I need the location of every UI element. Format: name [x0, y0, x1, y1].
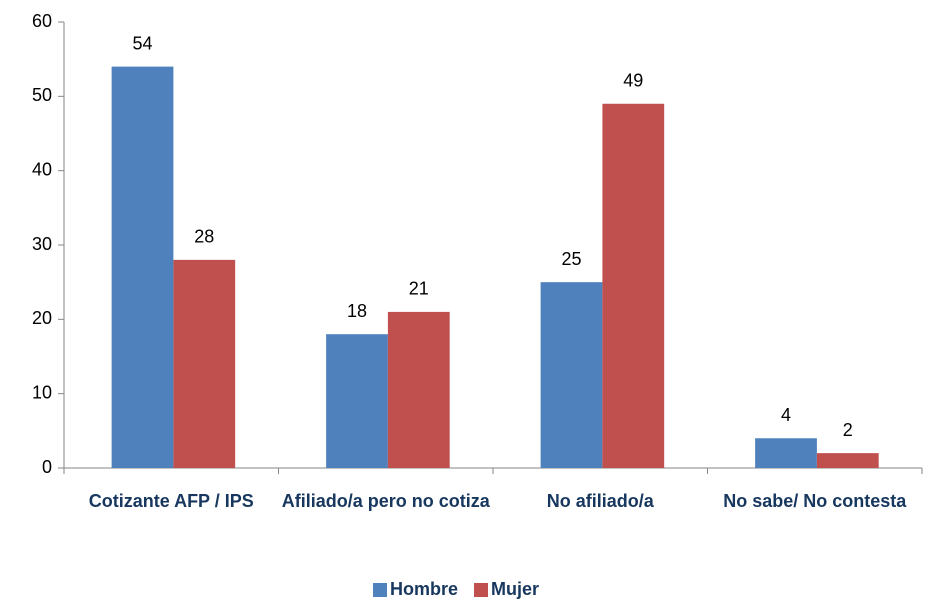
- data-label: 28: [194, 227, 214, 247]
- y-tick-label: 0: [42, 457, 52, 477]
- legend-swatch: [373, 583, 387, 597]
- data-label: 4: [781, 405, 791, 425]
- bar: [602, 103, 665, 469]
- legend-label: Mujer: [491, 579, 540, 599]
- y-tick-label: 20: [32, 308, 52, 328]
- y-tick-label: 10: [32, 382, 52, 402]
- data-label: 49: [623, 71, 643, 91]
- y-tick-label: 30: [32, 234, 52, 254]
- bar: [387, 311, 450, 468]
- data-label: 18: [347, 301, 367, 321]
- legend-swatch: [474, 583, 489, 597]
- bar: [111, 66, 174, 468]
- y-tick-label: 60: [32, 11, 52, 31]
- bar: [540, 282, 603, 468]
- x-tick-label: No sabe/ No contesta: [723, 491, 907, 511]
- y-tick-label: 40: [32, 159, 52, 179]
- x-tick-label: No afiliado/a: [546, 491, 654, 511]
- bar: [816, 453, 879, 468]
- data-label: 21: [409, 279, 429, 299]
- bar: [755, 438, 817, 468]
- data-label: 54: [132, 33, 152, 53]
- bar: [326, 334, 388, 468]
- x-tick-label: Afiliado/a pero no cotiza: [281, 491, 490, 511]
- data-label: 25: [561, 249, 581, 269]
- x-tick-label: Cotizante AFP / IPS: [88, 491, 254, 511]
- bar: [173, 259, 236, 468]
- y-tick-label: 50: [32, 85, 52, 105]
- legend-label: Hombre: [390, 579, 459, 599]
- data-label: 2: [843, 420, 853, 440]
